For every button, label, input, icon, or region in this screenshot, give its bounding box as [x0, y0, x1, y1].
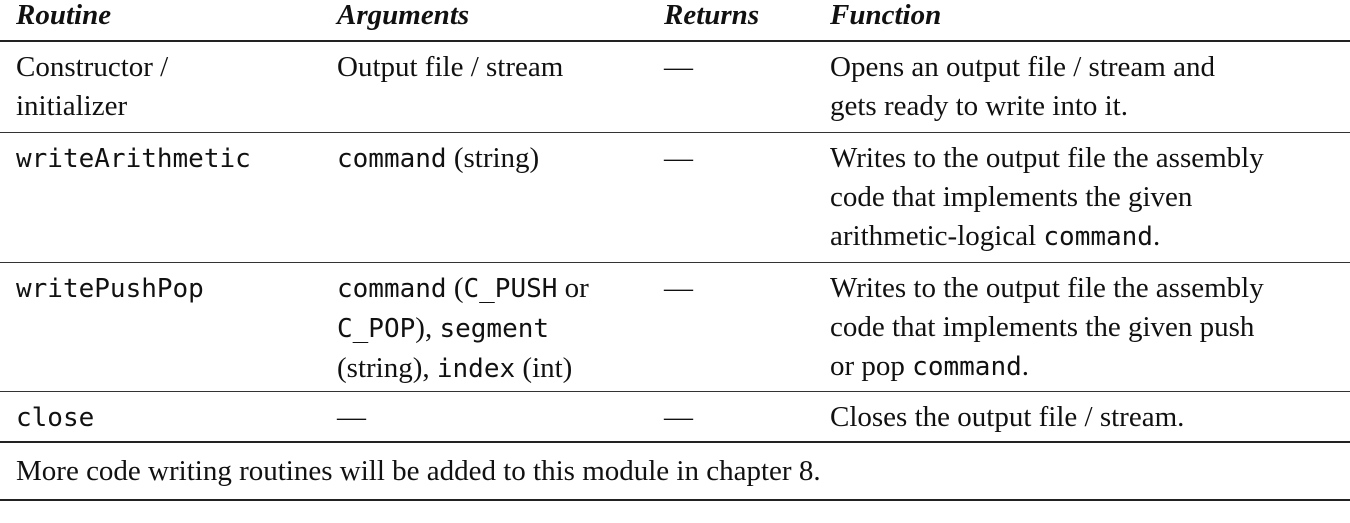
returns-cell: —: [664, 142, 693, 174]
function-line: or pop: [830, 350, 913, 382]
table-header: Routine Arguments Returns Function: [0, 0, 1350, 42]
routine-cell: writePushPop: [16, 263, 316, 309]
arguments-cell: —: [337, 401, 366, 433]
routine-cell: writeArithmetic: [16, 133, 316, 179]
routine-name: writePushPop: [16, 274, 204, 304]
function-line: Opens an output file / stream and: [830, 51, 1215, 83]
routine-name: writeArithmetic: [16, 144, 251, 174]
function-line: code that implements the given push: [830, 311, 1255, 343]
function-line: arithmetic-logical: [830, 220, 1044, 252]
arguments-cell: Output file / stream: [337, 51, 564, 83]
function-code: command: [1043, 222, 1153, 252]
arg-cpush: C_PUSH: [463, 274, 558, 304]
arg-index: index: [436, 354, 516, 384]
returns-cell: —: [664, 401, 693, 433]
function-line-end: .: [1021, 350, 1029, 382]
table-row: close — — Closes the output file / strea…: [0, 392, 1350, 443]
header-function: Function: [830, 0, 942, 31]
function-line: code that implements the given: [830, 181, 1193, 213]
arg-code: command: [337, 144, 447, 174]
arg-open: (: [446, 272, 464, 304]
function-line: Writes to the output file the assembly: [830, 142, 1264, 174]
header-routine: Routine: [16, 0, 112, 31]
arg-segment: segment: [439, 314, 550, 344]
function-cell: Writes to the output file the assembly c…: [830, 133, 1340, 257]
arg-or: or: [557, 272, 589, 304]
table-row: writePushPop command (C_PUSH or C_POP), …: [0, 263, 1350, 392]
routine-cell: Constructor / initializer: [16, 42, 316, 126]
header-returns: Returns: [664, 0, 760, 31]
arg-type: (string): [446, 142, 540, 174]
routine-name: close: [16, 403, 95, 433]
function-cell: Writes to the output file the assembly c…: [830, 263, 1340, 387]
table-note-row: More code writing routines will be added…: [0, 443, 1350, 501]
table-row: Constructor / initializer Output file / …: [0, 42, 1350, 133]
function-line: gets ready to write into it.: [830, 90, 1128, 122]
arguments-cell: command (C_PUSH or C_POP), segment (stri…: [337, 263, 647, 389]
routine-line: initializer: [16, 90, 128, 122]
function-code: command: [912, 352, 1022, 382]
table-note: More code writing routines will be added…: [16, 455, 821, 487]
arg-string: (string),: [337, 352, 437, 384]
routine-line: Constructor /: [16, 51, 169, 83]
header-arguments: Arguments: [337, 0, 470, 31]
arguments-cell: command (string): [337, 133, 647, 179]
routines-table: Routine Arguments Returns Function Const…: [0, 0, 1350, 501]
arg-cpop: C_POP: [337, 314, 416, 344]
table-row: writeArithmetic command (string) — Write…: [0, 133, 1350, 263]
arg-close-comma: ),: [415, 312, 440, 344]
function-cell: Opens an output file / stream and gets r…: [830, 42, 1340, 126]
returns-cell: —: [664, 272, 693, 304]
function-line: Writes to the output file the assembly: [830, 272, 1264, 304]
arg-int: (int): [515, 352, 573, 384]
returns-cell: —: [664, 51, 693, 83]
arg-command: command: [337, 274, 447, 304]
function-line-end: .: [1152, 220, 1161, 252]
routine-cell: close: [16, 392, 316, 438]
function-cell: Closes the output file / stream.: [830, 401, 1185, 433]
